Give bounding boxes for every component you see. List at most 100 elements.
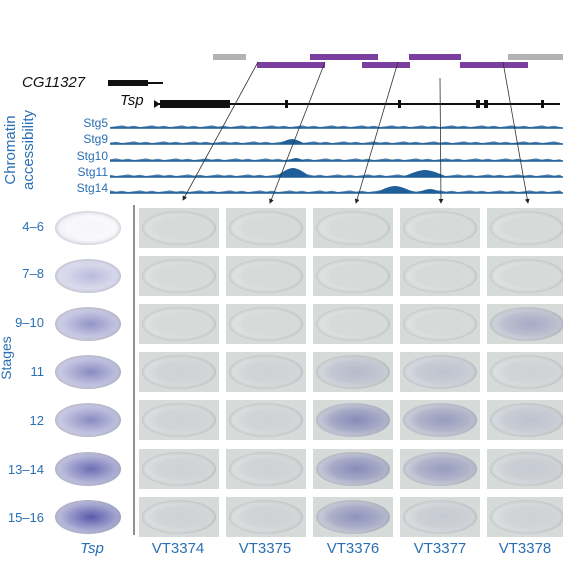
construct-segment-4 bbox=[409, 54, 461, 60]
stage-label-11: 11 bbox=[30, 364, 45, 379]
embryo-cell bbox=[313, 400, 393, 440]
embryo bbox=[142, 307, 216, 341]
construct-segment-2 bbox=[310, 54, 378, 60]
track-peak-4-2 bbox=[403, 170, 447, 177]
embryo-cell bbox=[487, 400, 563, 440]
embryo bbox=[55, 259, 121, 293]
track-label-stg9: Stg9 bbox=[83, 132, 108, 146]
embryo bbox=[316, 403, 390, 437]
column-label-vt3378: VT3378 bbox=[498, 540, 552, 557]
track-noise-5 bbox=[110, 190, 563, 193]
stage-label-15-16: 15–16 bbox=[7, 510, 44, 525]
embryo-cell bbox=[313, 256, 393, 296]
embryo-cell bbox=[52, 256, 124, 296]
embryo bbox=[490, 307, 563, 341]
embryo bbox=[490, 211, 563, 245]
construct-segment-3 bbox=[362, 62, 410, 68]
embryo-cell bbox=[226, 497, 306, 537]
track-label-stg5: Stg5 bbox=[83, 116, 108, 130]
embryo bbox=[229, 500, 303, 534]
embryo-cell bbox=[313, 497, 393, 537]
embryo bbox=[316, 211, 390, 245]
embryo-cell bbox=[400, 352, 480, 392]
embryo-cell bbox=[313, 352, 393, 392]
stage-label-13-14: 13–14 bbox=[7, 462, 44, 477]
chromatin-accessibility-label: Chromatin accessibility bbox=[2, 95, 38, 205]
stages-axis-label: Stages bbox=[0, 336, 14, 380]
embryo-cell bbox=[487, 208, 563, 248]
embryo-cell bbox=[313, 449, 393, 489]
embryo bbox=[490, 452, 563, 486]
embryo bbox=[229, 211, 303, 245]
embryo-cell bbox=[139, 400, 219, 440]
construct-segment-1 bbox=[257, 62, 325, 68]
embryo bbox=[142, 211, 216, 245]
tsp-exon-2 bbox=[398, 100, 401, 108]
embryo-cell bbox=[139, 304, 219, 344]
connector-arrow-4 bbox=[438, 77, 444, 204]
embryo-cell bbox=[487, 304, 563, 344]
track-peak-5-1 bbox=[375, 186, 415, 193]
track-noise-1 bbox=[110, 125, 563, 128]
track-noise-3 bbox=[110, 158, 563, 161]
embryo bbox=[403, 355, 477, 389]
track-noise-2 bbox=[110, 141, 563, 144]
embryo bbox=[229, 259, 303, 293]
cg11327-exon bbox=[108, 80, 148, 86]
embryo bbox=[403, 500, 477, 534]
embryo-cell bbox=[52, 208, 124, 248]
embryo bbox=[142, 355, 216, 389]
column-label-vt3377: VT3377 bbox=[413, 540, 467, 557]
embryo-cell bbox=[226, 352, 306, 392]
embryo-cell bbox=[52, 497, 124, 537]
track-peak-5-2 bbox=[416, 189, 444, 193]
embryo bbox=[316, 452, 390, 486]
gene-label-cg11327: CG11327 bbox=[22, 74, 86, 91]
embryo bbox=[142, 452, 216, 486]
embryo-cell bbox=[313, 304, 393, 344]
embryo bbox=[229, 452, 303, 486]
tsp-exon-5 bbox=[541, 100, 544, 108]
embryo-cell bbox=[487, 256, 563, 296]
tsp-exon-3 bbox=[476, 100, 480, 108]
embryo bbox=[55, 452, 121, 486]
embryo-cell bbox=[226, 304, 306, 344]
embryo bbox=[55, 355, 121, 389]
embryo-cell bbox=[52, 449, 124, 489]
track-peak-4-1 bbox=[275, 168, 311, 177]
embryo-cell bbox=[139, 256, 219, 296]
construct-gray-right bbox=[508, 54, 563, 60]
embryo bbox=[142, 500, 216, 534]
embryo bbox=[490, 500, 563, 534]
embryo-cell bbox=[52, 352, 124, 392]
embryo bbox=[403, 452, 477, 486]
embryo-cell bbox=[400, 449, 480, 489]
column-label-vt3375: VT3375 bbox=[238, 540, 292, 557]
connector-arrow-3 bbox=[354, 61, 399, 204]
embryo-cell bbox=[400, 400, 480, 440]
embryo-cell bbox=[400, 497, 480, 537]
embryo bbox=[490, 355, 563, 389]
track-label-stg14: Stg14 bbox=[76, 181, 108, 195]
embryo bbox=[316, 259, 390, 293]
track-peak-3-1 bbox=[287, 158, 305, 161]
embryo-cell bbox=[313, 208, 393, 248]
embryo bbox=[403, 259, 477, 293]
connector-arrow-2 bbox=[269, 61, 326, 204]
gene-label-tsp: Tsp bbox=[120, 92, 144, 109]
embryo bbox=[55, 403, 121, 437]
embryo-cell bbox=[487, 497, 563, 537]
embryo-cell bbox=[139, 449, 219, 489]
embryo-cell bbox=[139, 352, 219, 392]
embryo-cell bbox=[400, 304, 480, 344]
stage-label-12: 12 bbox=[29, 413, 44, 428]
embryo bbox=[229, 307, 303, 341]
connector-arrow-1 bbox=[182, 61, 259, 201]
column-label-tsp: Tsp bbox=[80, 540, 104, 557]
embryo-cell bbox=[400, 208, 480, 248]
embryo-cell bbox=[226, 256, 306, 296]
stage-label-9-10: 9–10 bbox=[15, 315, 44, 330]
tsp-exon-block bbox=[160, 100, 230, 108]
